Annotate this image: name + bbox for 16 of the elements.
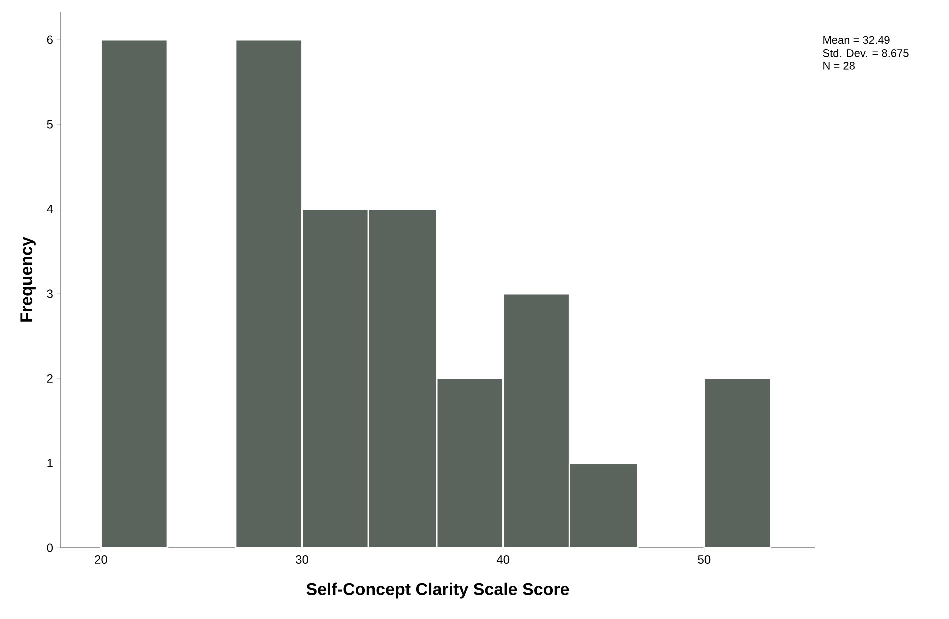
y-tick-label: 4 — [47, 205, 54, 214]
y-axis-title: Frequency — [20, 237, 36, 322]
y-tick-label: 0 — [47, 544, 54, 552]
y-tick-label: 6 — [47, 36, 53, 44]
text: Std. Dev. = 8.675 — [823, 49, 909, 58]
text: N = 28 — [824, 62, 855, 70]
y-tick-label: 1 — [48, 459, 53, 468]
x-tick-label: 20 — [95, 556, 108, 564]
x-axis-title: Self-Concept Clarity Scale Score — [306, 582, 570, 599]
text: Mean = 32.49 — [824, 36, 890, 44]
x-tick-label: 50 — [698, 556, 711, 564]
x-tick-label: 30 — [296, 556, 308, 564]
y-tick-label: 5 — [47, 120, 53, 129]
x-tick-label: 40 — [496, 556, 510, 564]
y-tick-label: 2 — [47, 374, 53, 383]
y-tick-label: 3 — [47, 290, 53, 298]
